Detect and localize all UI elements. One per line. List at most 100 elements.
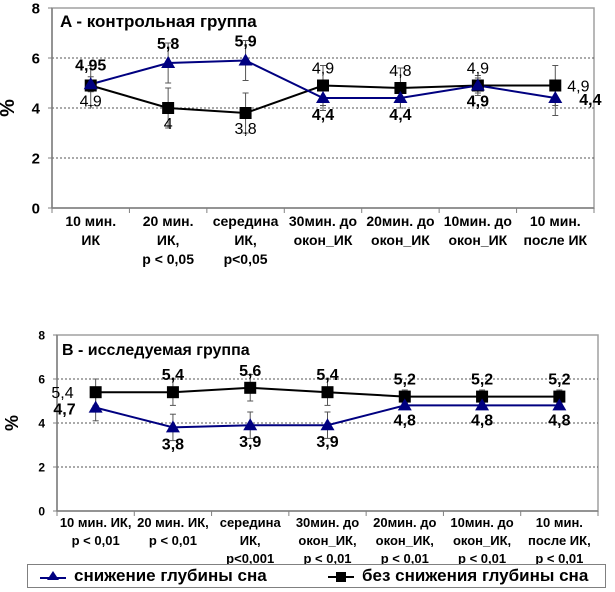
chart-a-square-marker [162, 102, 175, 114]
chart-a-data-label: 4,95 [75, 57, 106, 74]
chart-b-data-label: 4,8 [394, 412, 416, 429]
chart-a-triangle-marker [393, 91, 408, 103]
chart-b-data-label: 5,6 [239, 363, 261, 380]
legend-item-decrease: снижение глубины сна [40, 565, 267, 587]
chart-a-y-tick-label: 8 [32, 0, 40, 17]
chart-b-data-label: 5,4 [162, 367, 184, 384]
chart-b-triangle-marker [552, 398, 567, 411]
chart-b-category-label: 10 мин. ИК, [60, 515, 132, 530]
chart-b-data-label: 3,8 [162, 436, 184, 453]
chart-b-category-label: середина [220, 515, 282, 530]
chart-b-square-marker [244, 381, 257, 394]
chart-b-square-marker [553, 390, 566, 403]
chart-b-category-label: окон_ИК, [298, 533, 356, 548]
chart-b-triangle-marker [88, 400, 103, 413]
triangle-marker-icon [40, 565, 66, 587]
chart-b-triangle-marker [243, 418, 258, 431]
chart-a-category-label: окон_ИК [294, 232, 353, 248]
chart-a-category-label: ИК, [234, 232, 257, 248]
chart-a-triangle-marker [83, 77, 98, 90]
chart-a-y-tick-label: 2 [32, 150, 40, 167]
chart-a-square-marker [549, 79, 562, 92]
chart-a-data-label: 5,9 [234, 34, 256, 51]
chart-a-category-label: окон_ИК [371, 232, 430, 248]
legend-label-no-decrease: без снижения глубины сна [362, 566, 589, 585]
chart-b-data-label: 5,4 [51, 385, 73, 402]
chart-b-data-label: 5,2 [471, 372, 493, 389]
chart-a-data-label: 4,9 [80, 94, 102, 111]
chart-a-category-label: 10 мин. [530, 213, 581, 229]
chart-a-data-label: 4,9 [467, 61, 489, 78]
square-marker-icon [328, 565, 354, 587]
chart-b-category-label: p < 0,01 [303, 551, 351, 566]
chart-a-data-label: 4,9 [567, 79, 589, 96]
chart-b-square-marker [476, 390, 489, 403]
chart-a-data-label: 5,8 [157, 36, 179, 53]
chart-b-triangle-marker [320, 418, 335, 431]
chart-b-y-tick-label: 0 [38, 504, 45, 518]
chart-a-category-label: 30мин. до [289, 213, 357, 229]
chart-b-category-label: 20мин. до [373, 515, 436, 530]
chart-b-category-label: p < 0,01 [535, 551, 583, 566]
chart-a-triangle-marker [238, 53, 253, 66]
chart-a-data-label: 4,9 [467, 94, 489, 111]
chart-b-data-label: 4,8 [548, 412, 570, 429]
chart-b-triangle-marker [397, 398, 412, 411]
chart-a-category-label: ИК [81, 232, 100, 248]
chart-b-category-label: p<0,001 [226, 551, 274, 566]
chart-a-triangle-marker [316, 91, 330, 103]
chart-a-category-label: ИК, [157, 232, 180, 248]
chart-a-category-label: 20 мин. [143, 213, 194, 229]
chart-b-y-axis-label: % [2, 415, 22, 431]
chart-b-category-label: 10 мин. [536, 515, 583, 530]
chart-b-y-tick-label: 4 [38, 416, 45, 430]
chart-a-title: A - контрольная группа [60, 12, 257, 31]
chart-b-data-label: 3,9 [316, 434, 338, 451]
chart-b-title: B - исследуемая группа [62, 342, 250, 359]
chart-b-category-label: 30мин. до [296, 515, 359, 530]
chart-a-triangle-marker [548, 91, 563, 103]
chart-a-category-label: 10 мин. [65, 213, 116, 229]
chart-b-data-label: 4,7 [53, 402, 75, 419]
chart-a-data-label: 4,8 [389, 63, 411, 80]
chart-b-square-marker [398, 390, 411, 403]
legend-item-no-decrease: без снижения глубины сна [328, 565, 588, 587]
legend-label-decrease: снижение глубины сна [74, 566, 267, 585]
chart-b-square-marker [89, 386, 102, 399]
chart-a-data-label: 4 [164, 116, 173, 133]
chart-a-data-label: 3,8 [234, 121, 256, 138]
chart-b-category-label: окон_ИК, [376, 533, 434, 548]
chart-b-y-tick-label: 6 [38, 372, 45, 386]
chart-b-triangle-marker [165, 420, 180, 433]
chart-a-y-tick-label: 0 [32, 200, 40, 217]
chart-a-data-label: 4,4 [389, 107, 411, 124]
chart-a-category-label: 10мин. до [444, 213, 512, 229]
chart-b-category-label: p < 0,01 [381, 551, 429, 566]
chart-a-triangle-marker [470, 78, 485, 91]
chart-a-category-label: окон_ИК [448, 232, 507, 248]
chart-a-y-tick-label: 6 [32, 50, 40, 67]
chart-a-data-label: 4,4 [579, 92, 601, 109]
chart-b-category-label: 20 мин. ИК, [137, 515, 209, 530]
chart-b-data-label: 5,4 [316, 367, 338, 384]
chart-a-category-label: середина [213, 213, 279, 229]
chart-b-data-label: 4,8 [471, 412, 493, 429]
chart-b-data-label: 5,2 [394, 372, 416, 389]
chart-b-category-label: после ИК, [528, 533, 591, 548]
chart-a-triangle-marker [161, 56, 176, 68]
chart-b-category-label: p < 0,01 [149, 533, 197, 548]
chart-b-triangle-marker [475, 398, 490, 411]
chart-b-y-tick-label: 2 [38, 460, 45, 474]
chart-a-data-label: 4,9 [312, 61, 334, 78]
chart-b-square-marker [166, 386, 179, 399]
legend: снижение глубины сна без снижения глубин… [27, 564, 606, 588]
chart-a-category-label: p<0,05 [224, 251, 268, 267]
chart-a-category-label: p < 0,05 [142, 251, 194, 267]
chart-a-category-label: после ИК [523, 232, 587, 248]
chart-a-category-label: 20мин. до [366, 213, 434, 229]
chart-b-data-label: 3,9 [239, 434, 261, 451]
chart-a-y-tick-label: 4 [32, 100, 41, 117]
chart-a-data-label: 4,4 [312, 107, 334, 124]
chart-a-square-marker [394, 82, 407, 94]
